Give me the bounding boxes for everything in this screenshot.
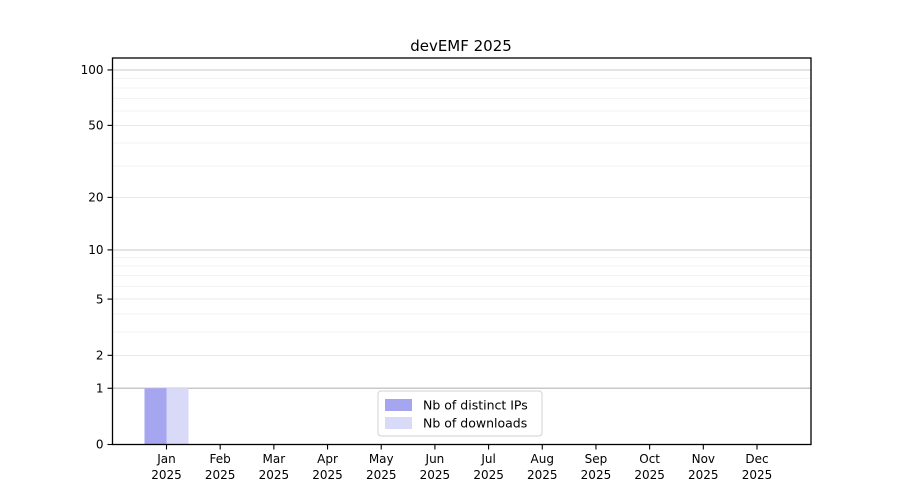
x-axis-tick-label: Feb 2025 bbox=[205, 452, 236, 482]
x-axis-tick-label: Oct 2025 bbox=[634, 452, 665, 482]
y-axis-tick-label: 50 bbox=[88, 119, 103, 133]
legend: Nb of distinct IPs Nb of downloads bbox=[377, 390, 543, 437]
y-axis-tick-label: 1 bbox=[96, 381, 104, 395]
bar-nb-of-downloads-jan bbox=[166, 388, 189, 445]
bar-nb-of-distinct-ips-jan bbox=[144, 388, 167, 445]
x-axis-tick-label: Apr 2025 bbox=[312, 452, 343, 482]
y-axis-tick-label: 2 bbox=[96, 349, 104, 363]
grid-layer bbox=[112, 69, 811, 389]
legend-label-downloads: Nb of downloads bbox=[423, 416, 527, 431]
x-axis-tick-label: Jun 2025 bbox=[420, 452, 451, 482]
y-axis-tick-label: 20 bbox=[88, 191, 103, 205]
y-axis-tick-label: 0 bbox=[96, 438, 104, 452]
legend-swatch-downloads bbox=[385, 417, 412, 429]
x-axis-tick-label: Nov 2025 bbox=[688, 452, 719, 482]
x-axis-tick-label: Jan 2025 bbox=[151, 452, 182, 482]
legend-box bbox=[377, 390, 543, 437]
x-axis-tick-label: Dec 2025 bbox=[742, 452, 773, 482]
legend-swatch-distinct-ips bbox=[385, 399, 412, 411]
y-axis-tick-label: 10 bbox=[88, 243, 103, 257]
x-axis-tick-label: Jul 2025 bbox=[473, 452, 504, 482]
y-axis-tick-label: 5 bbox=[96, 292, 104, 306]
x-axis-tick-label: May 2025 bbox=[366, 452, 397, 482]
chart-title: devEMF 2025 bbox=[410, 37, 512, 55]
plot-border bbox=[111, 57, 812, 446]
axis-layer: 0 1 2 5 10 20 50 100 Jan 2025 Feb 2025 Mar 2025 Apr 202… bbox=[81, 63, 773, 482]
legend-label-distinct-ips: Nb of distinct IPs bbox=[423, 398, 528, 413]
bars-layer bbox=[144, 388, 189, 445]
x-axis-tick-label: Sep 2025 bbox=[581, 452, 612, 482]
x-axis-tick-label: Mar 2025 bbox=[259, 452, 290, 482]
y-axis-tick-label: 100 bbox=[81, 63, 104, 77]
x-axis-tick-label: Aug 2025 bbox=[527, 452, 558, 482]
